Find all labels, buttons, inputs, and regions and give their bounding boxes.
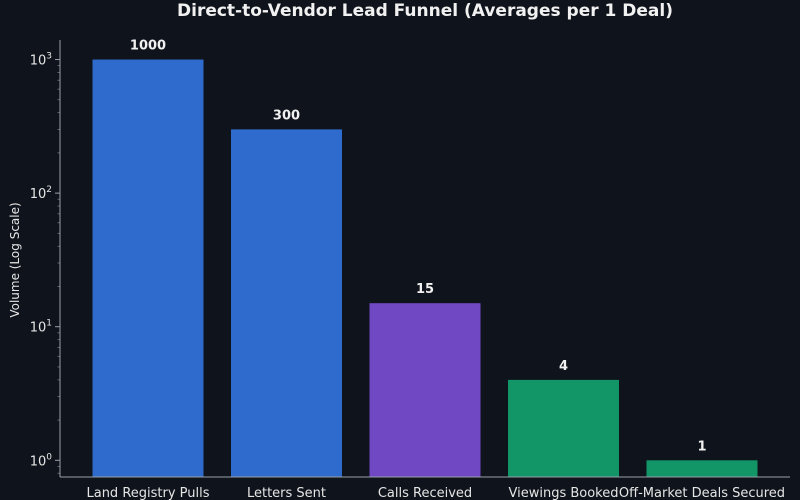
chart-title: Direct-to-Vendor Lead Funnel (Averages p… (177, 1, 673, 21)
data-label-4: 4 (559, 359, 568, 374)
y-tick-label: 100 (30, 452, 53, 469)
y-tick-exponent: 0 (46, 452, 52, 462)
x-category-label-3: Calls Received (378, 486, 472, 500)
y-tick-exponent: 3 (46, 52, 52, 62)
data-label-3: 15 (416, 282, 434, 297)
y-tick-base: 10 (30, 54, 47, 69)
x-category-label-4: Viewings Booked (509, 486, 619, 500)
x-category-label-2: Letters Sent (247, 486, 326, 500)
bar-3 (369, 303, 481, 477)
y-axis-label: Volume (Log Scale) (8, 202, 22, 317)
bars-group (92, 59, 758, 477)
y-tick-base: 10 (30, 321, 47, 336)
data-labels-group: 1000 300 15 4 1 (130, 39, 707, 455)
y-tick-label: 101 (30, 319, 52, 336)
y-tick-base: 10 (30, 454, 47, 469)
bar-4 (508, 379, 619, 477)
y-tick-base: 10 (30, 187, 47, 202)
y-tick-label: 103 (30, 52, 52, 69)
x-category-label-1: Land Registry Pulls (86, 486, 209, 500)
data-label-1: 1000 (130, 39, 166, 54)
bar-2 (231, 129, 342, 477)
y-tick-label: 102 (30, 185, 52, 202)
y-tick-exponent: 1 (46, 319, 52, 329)
data-label-5: 1 (697, 439, 706, 454)
y-tick-exponent: 2 (46, 185, 52, 195)
x-category-label-5: Off-Market Deals Secured (619, 486, 785, 500)
data-label-2: 300 (273, 108, 300, 123)
bar-1 (92, 59, 204, 477)
category-labels-group: Land Registry Pulls Letters Sent Calls Rec… (86, 486, 785, 500)
bar-5 (646, 460, 758, 477)
